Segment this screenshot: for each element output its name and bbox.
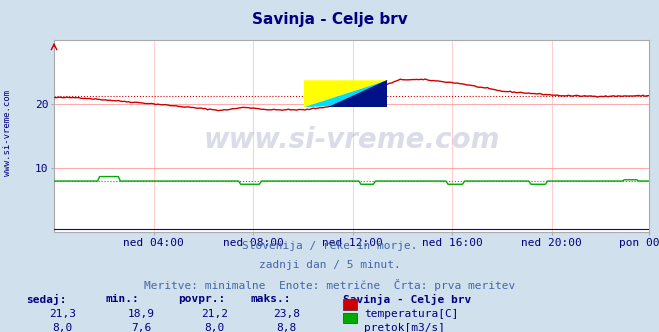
Text: zadnji dan / 5 minut.: zadnji dan / 5 minut. <box>258 260 401 270</box>
Text: 23,8: 23,8 <box>273 309 300 319</box>
Text: www.si-vreme.com: www.si-vreme.com <box>3 90 13 176</box>
Polygon shape <box>304 80 387 107</box>
Text: 8,0: 8,0 <box>204 323 224 332</box>
Text: pretok[m3/s]: pretok[m3/s] <box>364 323 445 332</box>
Text: povpr.:: povpr.: <box>178 294 225 304</box>
Text: min.:: min.: <box>105 294 139 304</box>
Polygon shape <box>328 80 387 107</box>
Text: maks.:: maks.: <box>250 294 291 304</box>
Text: 21,3: 21,3 <box>49 309 76 319</box>
Text: www.si-vreme.com: www.si-vreme.com <box>204 126 500 154</box>
Text: Savinja - Celje brv: Savinja - Celje brv <box>252 12 407 27</box>
Text: 8,0: 8,0 <box>53 323 72 332</box>
Text: temperatura[C]: temperatura[C] <box>364 309 458 319</box>
Text: Savinja - Celje brv: Savinja - Celje brv <box>343 294 471 305</box>
Text: Slovenija / reke in morje.: Slovenija / reke in morje. <box>242 241 417 251</box>
Text: 18,9: 18,9 <box>129 309 155 319</box>
Text: sedaj:: sedaj: <box>26 294 67 305</box>
Text: Meritve: minimalne  Enote: metrične  Črta: prva meritev: Meritve: minimalne Enote: metrične Črta:… <box>144 279 515 291</box>
Text: 21,2: 21,2 <box>201 309 227 319</box>
Text: 8,8: 8,8 <box>277 323 297 332</box>
Text: 7,6: 7,6 <box>132 323 152 332</box>
Polygon shape <box>304 80 387 107</box>
